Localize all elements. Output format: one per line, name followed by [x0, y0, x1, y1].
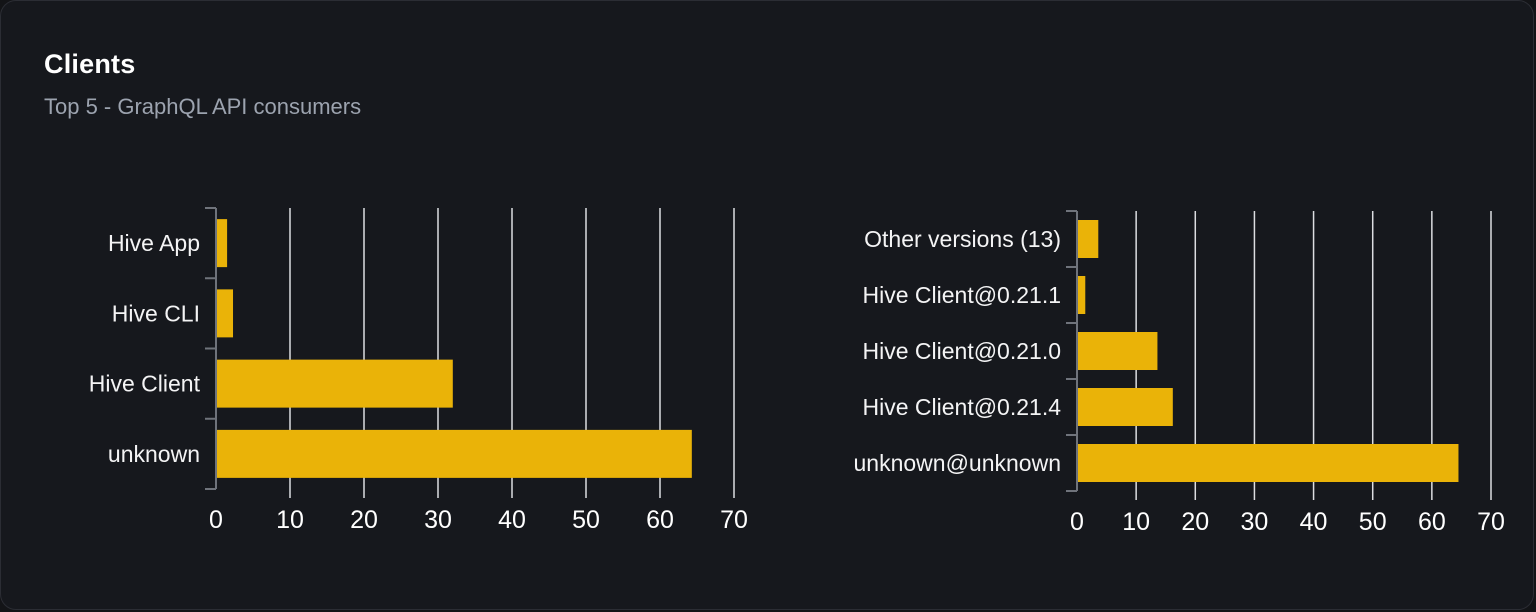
card-header: Clients Top 5 - GraphQL API consumers — [44, 49, 361, 120]
x-tick-label: 50 — [1359, 508, 1387, 536]
category-label: Hive CLI — [112, 300, 200, 326]
bar — [1078, 444, 1459, 482]
x-tick-label: 30 — [424, 506, 452, 534]
bar — [217, 359, 453, 408]
bar — [217, 429, 692, 478]
x-tick-label: 40 — [498, 506, 526, 534]
card-title: Clients — [44, 49, 136, 79]
x-tick-label: 50 — [572, 506, 600, 534]
category-label: unknown — [108, 441, 200, 467]
x-tick-label: 60 — [1418, 508, 1446, 536]
x-tick-label: 30 — [1241, 508, 1269, 536]
x-tick-label: 0 — [209, 506, 223, 534]
x-tick-label: 60 — [646, 506, 674, 534]
clients-by-version-chart: 0 10 20 30 40 50 60 70 Other versions (13) Hive C… — [829, 194, 1529, 567]
card-subtitle: Top 5 - GraphQL API consumers — [44, 94, 362, 119]
x-tick-label: 70 — [1477, 508, 1505, 536]
x-tick-label: 20 — [350, 506, 378, 534]
category-label: Hive Client — [89, 371, 201, 397]
x-tick-label: 70 — [720, 506, 748, 534]
category-label: Hive Client@0.21.4 — [863, 394, 1062, 420]
bar-chart-canvas: 0 10 20 30 40 50 60 70 Other versions (13) Hive C… — [854, 210, 1505, 536]
bar-chart-canvas: 0 10 20 30 40 50 60 70 Hive App Hive CLI Hive Clie… — [89, 207, 748, 534]
bar — [217, 289, 234, 338]
x-tick-label: 40 — [1300, 508, 1328, 536]
bar — [1078, 388, 1173, 426]
category-label: Hive App — [108, 230, 200, 256]
bar — [1078, 220, 1099, 258]
clients-by-name-chart: 0 10 20 30 40 50 60 70 Hive App Hive CLI Hive Clie… — [89, 194, 789, 567]
x-tick-label: 10 — [276, 506, 304, 534]
bar — [1078, 332, 1158, 370]
x-tick-label: 0 — [1070, 508, 1084, 536]
category-label: Other versions (13) — [864, 226, 1061, 252]
bar — [217, 219, 228, 268]
bar — [1078, 276, 1086, 314]
category-label: Hive Client@0.21.1 — [863, 282, 1062, 308]
category-label: unknown@unknown — [854, 450, 1061, 476]
x-tick-label: 10 — [1122, 508, 1150, 536]
category-label: Hive Client@0.21.0 — [863, 338, 1062, 364]
x-tick-label: 20 — [1181, 508, 1209, 536]
